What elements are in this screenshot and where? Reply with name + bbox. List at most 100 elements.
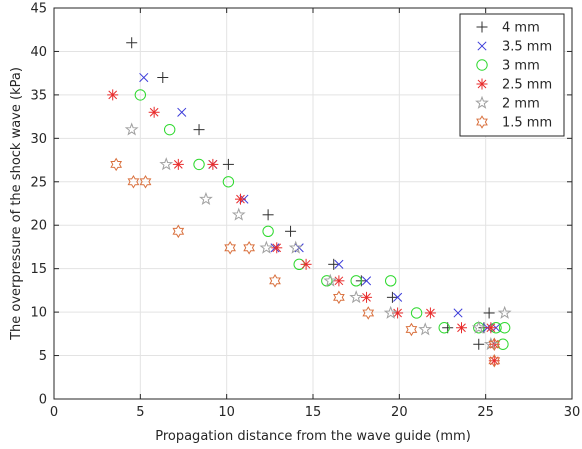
legend-marker [476, 78, 488, 90]
legend-entry-label: 4 mm [502, 21, 540, 36]
series-2 [134, 89, 511, 350]
data-point [350, 275, 362, 287]
y-tick-label: 5 [39, 349, 47, 364]
data-point [231, 207, 246, 221]
data-point [262, 225, 274, 238]
data-point [243, 241, 255, 255]
data-point [473, 338, 485, 350]
x-tick-label: 25 [477, 405, 494, 420]
data-point [124, 122, 139, 136]
data-point [453, 308, 463, 318]
series-4 [124, 122, 512, 351]
y-tick-label: 0 [39, 393, 47, 408]
data-point [262, 209, 274, 221]
data-point [139, 72, 149, 83]
data-point [328, 258, 340, 270]
data-point [418, 322, 433, 336]
data-point [107, 89, 119, 101]
data-point [383, 305, 398, 319]
data-point [259, 240, 274, 254]
y-tick-label: 30 [30, 132, 47, 147]
axis-ticks: 0 5 10 15 20 25 30 0 5 10 15 20 25 30 35 40 45 [30, 2, 580, 421]
data-point [126, 37, 138, 49]
legend-marker [476, 59, 488, 71]
data-point [127, 175, 140, 189]
data-point [193, 158, 205, 171]
data-point [159, 157, 174, 171]
legend-marker [477, 41, 487, 51]
data-point [207, 158, 219, 170]
legend-entry-label: 2.5 mm [502, 78, 552, 93]
data-point [288, 240, 303, 254]
data-point [410, 307, 423, 319]
legend: 4 mm 3.5 mm 3 mm 2.5 mm 2 mm 1.5 mm [459, 13, 565, 137]
data-point [333, 290, 345, 305]
data-point [333, 275, 345, 287]
data-point [362, 306, 375, 320]
data-point [234, 193, 246, 205]
legend-marker [475, 95, 489, 109]
data-point [361, 276, 372, 286]
data-point [222, 176, 235, 188]
data-point [334, 259, 344, 269]
x-axis-title: Propagation distance from the wave guide… [155, 429, 471, 444]
legend-entry-label: 3.5 mm [502, 40, 552, 55]
x-tick-label: 20 [391, 405, 408, 420]
data-point [199, 191, 213, 206]
data-point [488, 337, 501, 352]
data-point [497, 305, 512, 319]
data-point [488, 353, 501, 368]
data-point [134, 89, 147, 101]
data-point [157, 72, 169, 84]
data-point [424, 307, 436, 319]
data-point [177, 107, 187, 117]
x-tick-label: 15 [305, 405, 322, 420]
y-tick-label: 40 [30, 45, 47, 60]
legend-marker [476, 115, 488, 129]
data-point [483, 307, 495, 319]
data-point [392, 307, 404, 319]
series-3 [107, 89, 500, 367]
x-tick-label: 10 [218, 405, 235, 420]
y-tick-label: 10 [30, 306, 47, 321]
x-tick-label: 30 [564, 405, 581, 420]
y-tick-label: 45 [30, 2, 47, 17]
data-point [172, 224, 185, 239]
data-point [193, 124, 205, 136]
data-point [483, 337, 498, 351]
data-point [224, 241, 236, 255]
data-point [385, 275, 397, 287]
y-tick-label: 35 [30, 88, 47, 103]
y-axis-title: The overpressure of the shock wave (kPa) [9, 67, 24, 341]
data-point [455, 322, 467, 334]
y-tick-label: 15 [30, 262, 47, 277]
data-point [471, 320, 486, 334]
data-point [485, 322, 497, 334]
data-point [393, 292, 403, 302]
data-point [139, 175, 152, 189]
data-point [405, 322, 418, 337]
data-point [386, 291, 398, 303]
x-tick-label: 5 [136, 405, 144, 420]
data-point [163, 123, 176, 136]
legend-entry-label: 3 mm [502, 59, 540, 74]
data-point [172, 158, 184, 170]
y-tick-label: 25 [30, 175, 47, 190]
y-tick-label: 20 [30, 219, 47, 234]
legend-entry-label: 1.5 mm [502, 116, 552, 131]
data-point [271, 242, 283, 254]
series-1 [139, 72, 501, 333]
data-point [222, 158, 234, 170]
legend-box [459, 13, 565, 137]
series-0 [126, 37, 495, 350]
data-point [498, 322, 511, 334]
series-5 [110, 157, 501, 368]
data-point [361, 291, 373, 303]
data-point [269, 274, 281, 288]
data-points [107, 37, 512, 368]
data-point [285, 225, 297, 237]
data-point [148, 106, 160, 118]
data-point [300, 258, 312, 270]
